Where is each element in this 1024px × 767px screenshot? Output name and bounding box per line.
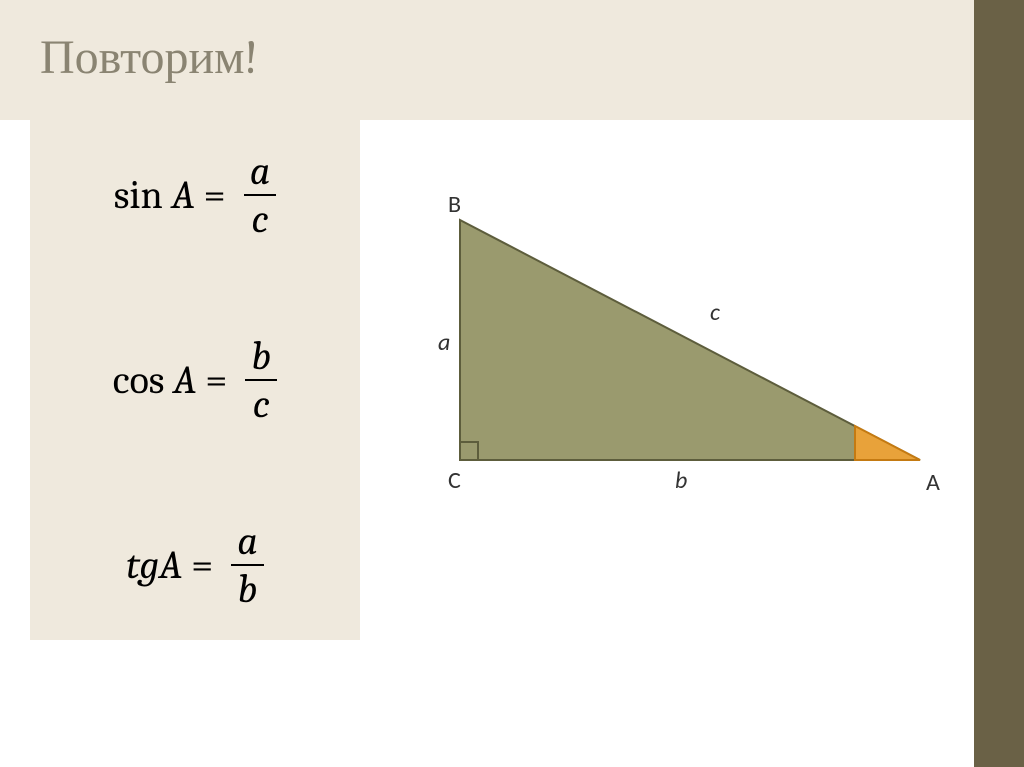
cos-numerator: b — [245, 335, 277, 377]
tan-fraction: a b — [231, 520, 264, 610]
triangle-diagram: B C A a b c — [400, 200, 940, 520]
accent-stripe — [974, 0, 1024, 767]
triangle-shape — [460, 220, 920, 460]
vertex-a-label: A — [926, 468, 940, 497]
side-a-label: a — [438, 328, 450, 357]
side-c-label: c — [710, 298, 720, 327]
formula-tan: tgA = a b — [50, 520, 340, 610]
cos-denominator: c — [247, 383, 276, 425]
slide-header: Повторим! — [0, 0, 1024, 120]
vertex-b-label: B — [448, 190, 461, 219]
slide-title: Повторим! — [40, 30, 984, 85]
cos-arg: A — [173, 357, 196, 403]
formula-sin: sin A = a c — [50, 150, 340, 240]
sin-arg: A — [172, 172, 195, 218]
tan-denominator: b — [232, 568, 264, 610]
sin-fraction: a c — [244, 150, 277, 240]
sin-numerator: a — [244, 150, 277, 192]
formula-cos: cos A = b c — [50, 335, 340, 425]
angle-marker-a — [855, 426, 920, 460]
slide: Повторим! sin A = a c cos A = — [0, 0, 1024, 767]
formulas-panel: sin A = a c cos A = b c — [30, 120, 360, 640]
vertex-c-label: C — [448, 466, 461, 495]
tan-numerator: a — [231, 520, 264, 562]
sin-denominator: c — [245, 198, 274, 240]
tan-func: tg — [126, 542, 159, 588]
cos-fraction: b c — [245, 335, 277, 425]
cos-func: cos — [113, 357, 165, 403]
sin-func: sin — [114, 172, 163, 218]
tan-arg: A — [159, 542, 182, 588]
side-b-label: b — [675, 466, 687, 495]
